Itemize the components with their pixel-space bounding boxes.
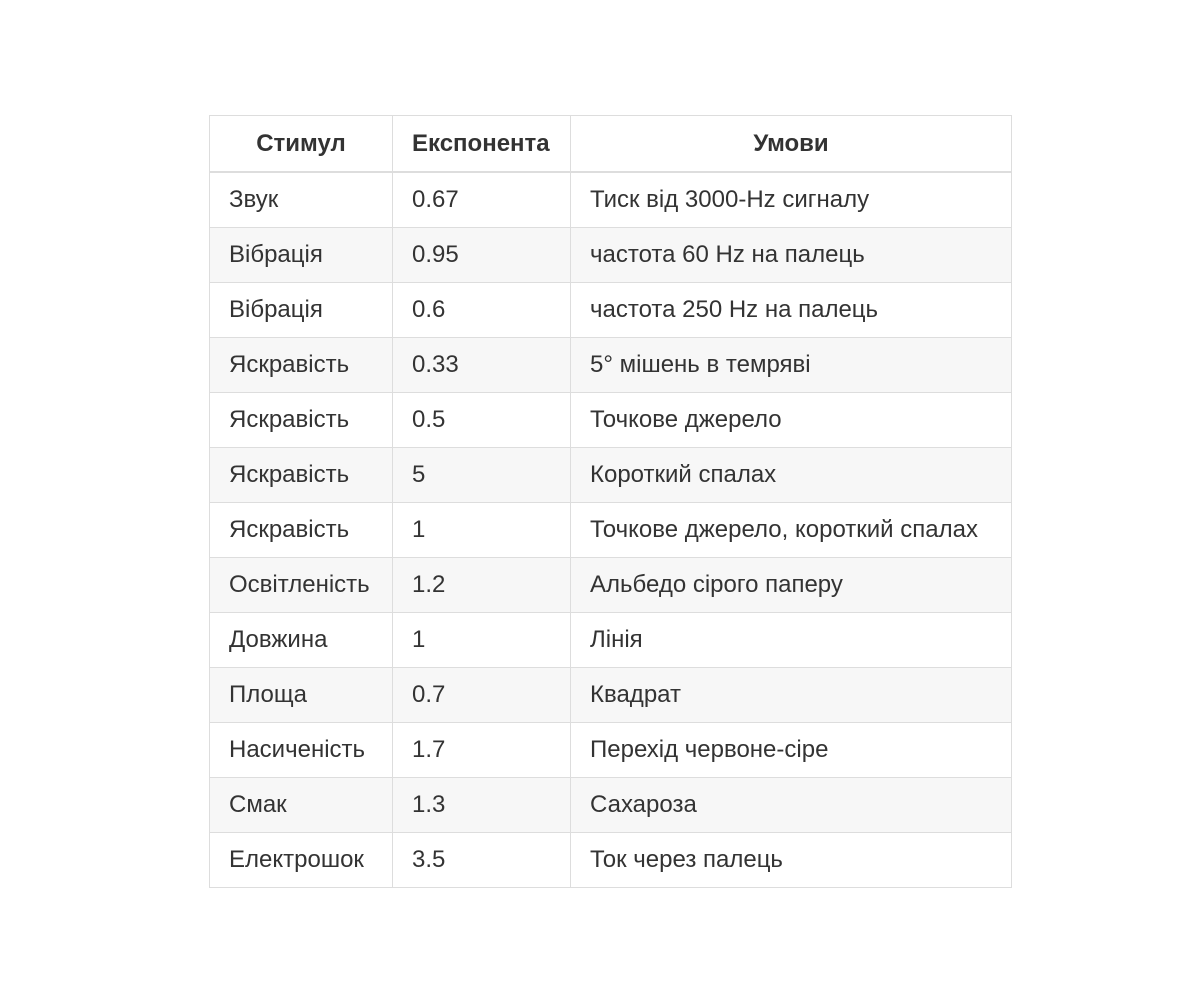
cell-exponent: 1 [392,612,571,668]
table-header: Стимул Експонента Умови [209,115,1012,173]
table-row: Звук 0.67 Тиск від 3000-Hz сигналу [209,171,1012,228]
cell-stimulus: Вібрація [209,227,393,283]
table-row: Яскравість 5 Короткий спалах [209,447,1012,503]
table-row: Яскравість 0.5 Точкове джерело [209,392,1012,448]
cell-exponent: 0.33 [392,337,571,393]
cell-exponent: 1 [392,502,571,558]
header-row: Стимул Експонента Умови [209,115,1012,173]
header-stimulus: Стимул [209,115,393,173]
table-row: Яскравість 1 Точкове джерело, короткий спа… [209,502,1012,558]
cell-stimulus: Смак [209,777,393,833]
cell-conditions: частота 60 Hz на палець [570,227,1012,283]
cell-exponent: 0.5 [392,392,571,448]
table-row: Смак 1.3 Сахароза [209,777,1012,833]
cell-stimulus: Насиченість [209,722,393,778]
cell-stimulus: Яскравість [209,337,393,393]
cell-conditions: частота 250 Hz на палець [570,282,1012,338]
table-row: Освітленість 1.2 Альбедо сірого паперу [209,557,1012,613]
cell-stimulus: Яскравість [209,447,393,503]
header-exponent: Експонента [392,115,571,173]
cell-exponent: 1.7 [392,722,571,778]
cell-conditions: Точкове джерело, короткий спалах [570,502,1012,558]
cell-stimulus: Звук [209,171,393,228]
table-row: Довжина 1 Лінія [209,612,1012,668]
table-row: Насиченість 1.7 Перехід червоне-сіре [209,722,1012,778]
cell-conditions: Квадрат [570,667,1012,723]
table-row: Вібрація 0.6 частота 250 Hz на палець [209,282,1012,338]
cell-stimulus: Площа [209,667,393,723]
cell-stimulus: Яскравість [209,392,393,448]
table-row: Електрошок 3.5 Ток через палець [209,832,1012,888]
cell-exponent: 0.67 [392,171,571,228]
cell-conditions: Лінія [570,612,1012,668]
cell-exponent: 0.7 [392,667,571,723]
cell-conditions: Ток через палець [570,832,1012,888]
cell-conditions: Короткий спалах [570,447,1012,503]
cell-exponent: 1.2 [392,557,571,613]
cell-exponent: 0.6 [392,282,571,338]
cell-stimulus: Довжина [209,612,393,668]
cell-stimulus: Вібрація [209,282,393,338]
cell-conditions: 5° мішень в темряві [570,337,1012,393]
header-conditions: Умови [570,115,1012,173]
data-table-container: Стимул Експонента Умови Звук 0.67 Тиск від… [209,115,1012,888]
stimulus-exponent-table: Стимул Експонента Умови Звук 0.67 Тиск від… [209,115,1012,888]
cell-conditions: Перехід червоне-сіре [570,722,1012,778]
table-row: Вібрація 0.95 частота 60 Hz на палець [209,227,1012,283]
table-body: Звук 0.67 Тиск від 3000-Hz сигналу Вібрація… [209,171,1012,888]
table-row: Площа 0.7 Квадрат [209,667,1012,723]
cell-stimulus: Електрошок [209,832,393,888]
cell-conditions: Точкове джерело [570,392,1012,448]
cell-conditions: Альбедо сірого паперу [570,557,1012,613]
cell-exponent: 1.3 [392,777,571,833]
cell-exponent: 3.5 [392,832,571,888]
cell-conditions: Тиск від 3000-Hz сигналу [570,171,1012,228]
cell-stimulus: Освітленість [209,557,393,613]
cell-stimulus: Яскравість [209,502,393,558]
table-row: Яскравість 0.33 5° мішень в темряві [209,337,1012,393]
cell-conditions: Сахароза [570,777,1012,833]
cell-exponent: 0.95 [392,227,571,283]
cell-exponent: 5 [392,447,571,503]
